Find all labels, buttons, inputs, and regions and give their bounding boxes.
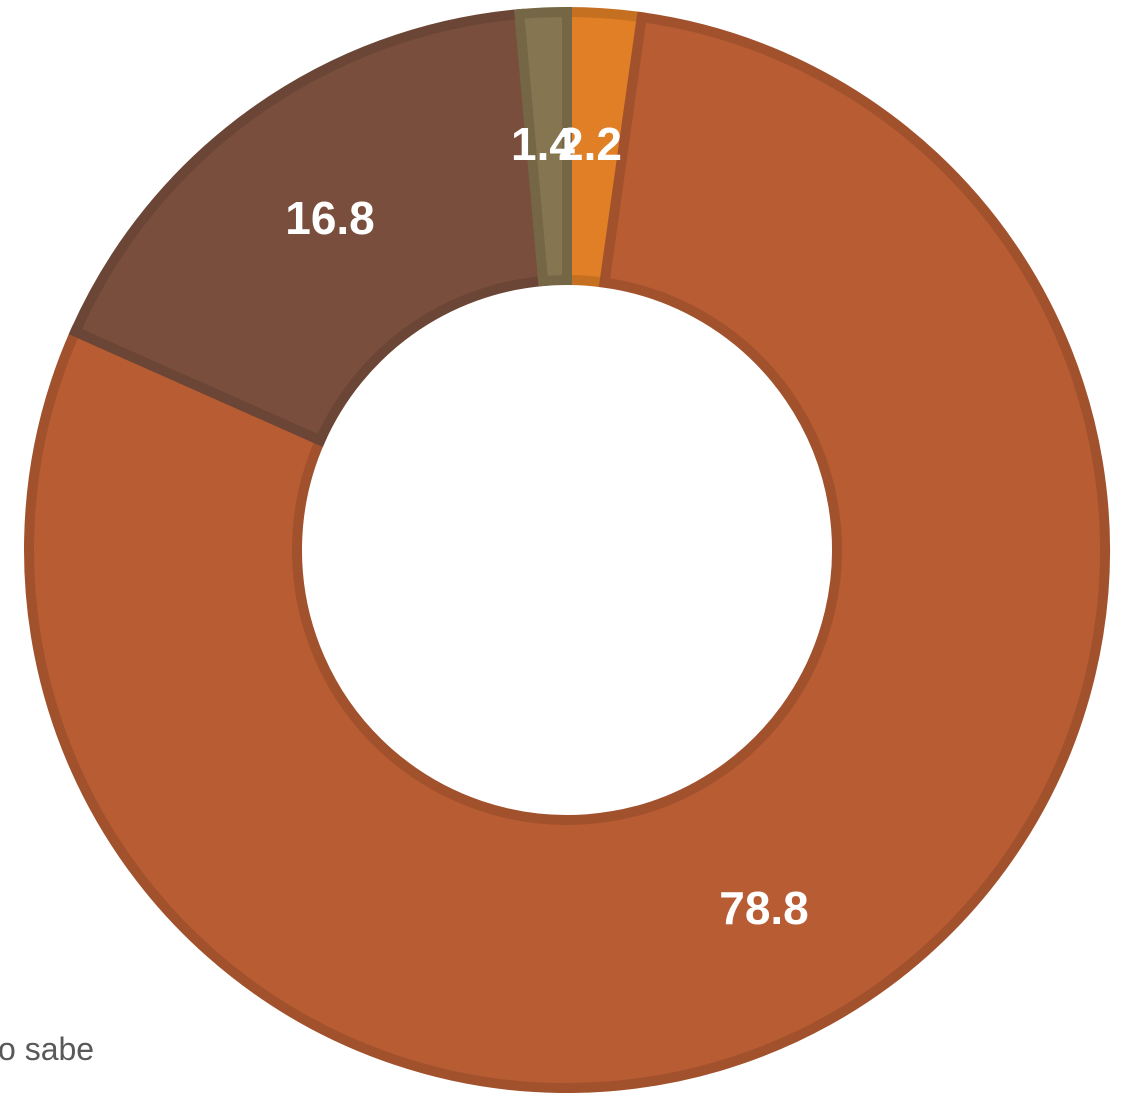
slice-value-label: 2.2 [558,118,622,170]
legend-text-fragment: o sabe [0,1031,94,1067]
labels-layer: 2.2 78.8 16.8 1.4 [285,118,809,934]
slice-value-label: 78.8 [719,882,809,934]
slice-value-label: 16.8 [285,192,375,244]
slice-value-label: 1.4 [511,118,575,170]
donut-slice-16.8 [68,8,549,447]
slices-layer [24,6,1110,1093]
donut-slice-78.8 [24,11,1110,1093]
donut-slice-1.4 [513,6,572,287]
